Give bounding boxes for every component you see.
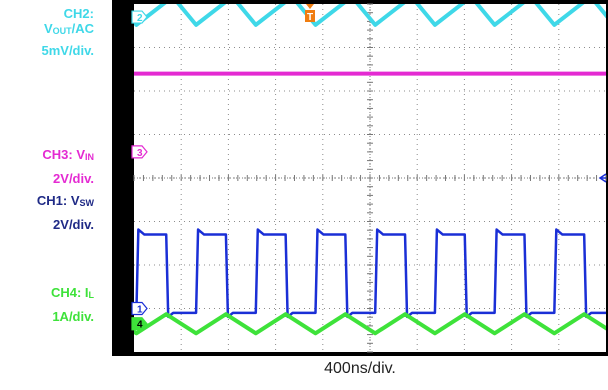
ch2-title: CH2: <box>63 6 94 21</box>
ch4-label: CH4: IL 1A/div. <box>51 285 94 324</box>
ch1-title: CH1: V <box>36 193 80 208</box>
ch4-title: CH4: I <box>50 285 89 300</box>
oscilloscope-plot: 2 3 1 4 T <box>131 3 607 353</box>
ch2-scale: 5mV/div. <box>41 43 94 58</box>
ch3-label: CH3: VIN 2V/div. <box>42 147 94 186</box>
ch1-trace <box>134 228 606 319</box>
ch3-marker-text: 3 <box>137 148 143 159</box>
ch4-ground-marker: 4 <box>131 317 148 331</box>
ch2-trace <box>134 4 606 27</box>
trigger-level-arrow <box>598 173 607 183</box>
ch1-ground-marker: 1 <box>131 301 148 316</box>
ch1-sub: SW <box>79 198 95 208</box>
x-axis-label: 400ns/div. <box>324 360 396 377</box>
ch2-vout-ac: /AC <box>71 21 94 36</box>
ch2-ground-marker: 2 <box>131 10 148 24</box>
ch3-sub: IN <box>85 152 94 162</box>
ch3-ground-marker: 3 <box>131 145 148 159</box>
ch4-scale: 1A/div. <box>52 309 94 324</box>
oscilloscope-screen: 2 3 1 4 T <box>112 0 608 356</box>
ch1-scale: 2V/div. <box>53 217 94 232</box>
ch1-label: CH1: VSW 2V/div. <box>37 193 94 232</box>
ch4-trace <box>134 312 606 336</box>
ch4-sub: L <box>88 290 95 300</box>
ch2-vout-v: V <box>43 21 53 36</box>
ch3-title: CH3: V <box>42 147 85 162</box>
ch1-marker-text: 1 <box>137 305 143 316</box>
trigger-marker-text: T <box>307 12 313 23</box>
ch2-label: CH2: VOUT/AC 5mV/div. <box>41 6 94 58</box>
ch3-scale: 2V/div. <box>53 171 94 186</box>
ch2-vout-sub: OUT <box>52 26 72 36</box>
trigger-marker: T <box>305 4 315 23</box>
ch4-marker-text: 4 <box>137 320 143 331</box>
ch2-marker-text: 2 <box>137 13 143 24</box>
